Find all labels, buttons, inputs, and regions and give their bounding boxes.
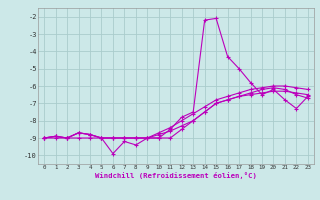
X-axis label: Windchill (Refroidissement éolien,°C): Windchill (Refroidissement éolien,°C)	[95, 172, 257, 179]
